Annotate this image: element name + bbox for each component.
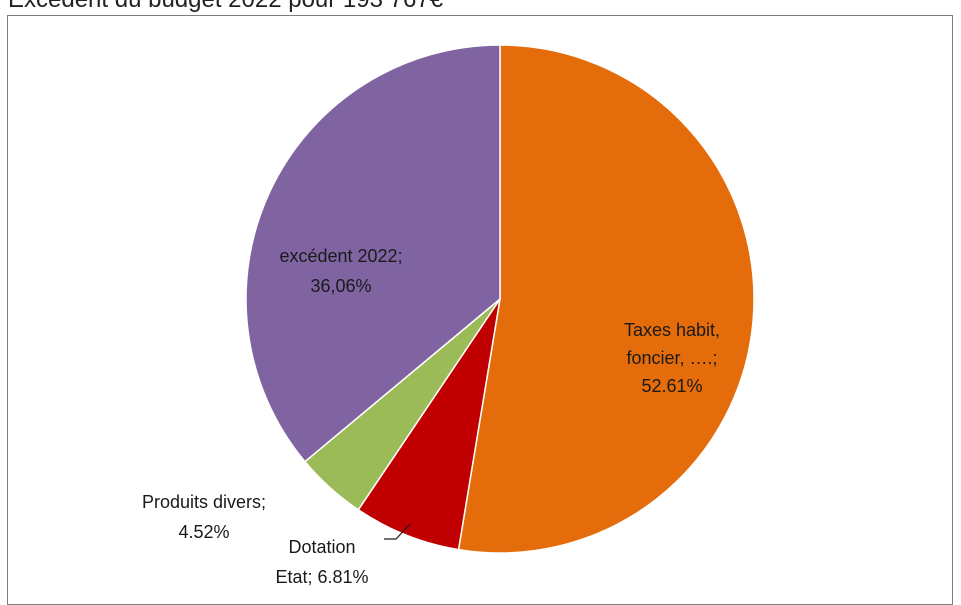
slice-label-0: Taxes habit, foncier, ….; 52.61%	[624, 320, 720, 396]
pie-slice-0	[457, 44, 755, 554]
slice-label-3: excédent 2022; 36,06%	[279, 246, 402, 296]
pie-slice-3	[245, 44, 501, 463]
slice-label-2: Produits divers; 4.52%	[142, 492, 266, 542]
pie-chart: Taxes habit, foncier, ….; 52.61% Dotation Et…	[142, 44, 755, 587]
pie-slice-1	[357, 298, 501, 551]
leader-line-1	[384, 523, 411, 540]
chart-title: Excédent du budget 2022 pour 193 767€	[8, 0, 443, 14]
slice-label-1: Dotation Etat; 6.81%	[275, 537, 368, 587]
